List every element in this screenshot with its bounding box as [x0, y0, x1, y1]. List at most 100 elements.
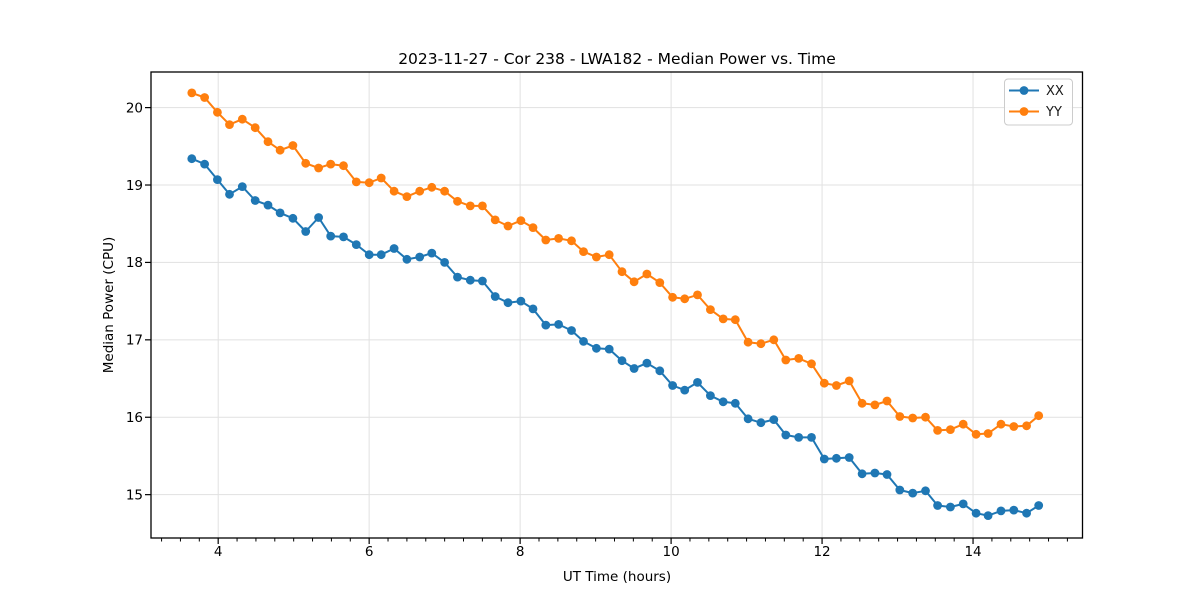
series-XX-point	[921, 486, 930, 496]
series-XX-point	[908, 488, 918, 498]
series-YY-point	[567, 236, 576, 246]
series-XX-point	[604, 344, 614, 354]
series-YY-point	[832, 381, 841, 390]
series-YY-line	[191, 91, 1040, 436]
series-YY-point	[187, 88, 197, 98]
series-YY-point	[971, 429, 981, 439]
series-XX-point	[680, 385, 690, 395]
series-YY-point	[415, 186, 425, 196]
series-XX-point	[769, 415, 779, 424]
legend-sample-marker-YY	[1019, 107, 1029, 116]
series-XX-point	[958, 499, 968, 509]
series-YY-point	[376, 173, 386, 183]
series-XX-point	[364, 250, 374, 260]
y-tick-label: 19	[126, 178, 143, 194]
series-YY-point	[275, 145, 285, 155]
series-YY-point	[921, 412, 930, 422]
series-XX-point	[718, 397, 728, 407]
series-YY-point	[617, 267, 627, 277]
series-YY-point	[706, 305, 715, 314]
series-XX-point	[453, 272, 462, 282]
series-XX-point	[490, 292, 500, 301]
x-tick-label: 14	[964, 544, 981, 560]
series-XX-point	[516, 296, 526, 306]
series-XX-point	[1009, 505, 1019, 515]
series-XX-point	[706, 391, 715, 400]
series-YY-point	[478, 201, 487, 211]
series-XX-point	[642, 358, 652, 368]
series-XX-point	[213, 175, 222, 185]
series-YY-point	[844, 376, 854, 386]
series-XX-point	[440, 258, 449, 267]
series-XX-point	[339, 232, 348, 242]
series-XX-point	[844, 453, 854, 462]
series-XX-point	[275, 208, 285, 218]
series-XX-point	[465, 275, 475, 285]
series-YY-point	[718, 314, 728, 324]
series-XX-point	[693, 378, 702, 387]
series-XX-point	[389, 244, 399, 253]
series-XX-point	[629, 364, 639, 373]
series-YY-point	[730, 315, 740, 325]
series-YY-point	[908, 413, 918, 423]
series-YY-point	[668, 292, 677, 302]
series-YY-point	[946, 425, 955, 434]
series-YY-point	[301, 158, 311, 168]
series-XX-point	[857, 469, 867, 479]
series-YY-point	[579, 247, 588, 256]
series-XX-point	[415, 252, 425, 262]
series-XX-point	[895, 485, 905, 495]
series-YY-point	[213, 107, 222, 117]
series-YY-point	[490, 215, 500, 225]
series-XX-point	[756, 418, 766, 428]
series-YY-point	[200, 93, 210, 102]
series-YY-point	[794, 354, 804, 363]
series-XX-point	[592, 343, 601, 353]
legend-sample-marker-XX	[1019, 86, 1029, 95]
series-YY-point	[958, 419, 968, 429]
series-YY-point	[541, 235, 551, 245]
series-XX-point	[263, 200, 273, 210]
series-YY-point	[857, 398, 867, 408]
series-XX-point	[617, 356, 627, 366]
series-YY-point	[465, 201, 475, 211]
series-YY-point	[642, 269, 652, 279]
y-tick-label: 15	[126, 487, 143, 503]
series-XX-point	[781, 430, 791, 440]
x-tick-label: 4	[214, 544, 223, 560]
series-XX-point	[503, 298, 513, 308]
series-YY-point	[693, 290, 702, 300]
y-tick-label: 16	[126, 410, 143, 426]
legend-label-XX: XX	[1046, 84, 1064, 99]
series-YY-point	[743, 337, 753, 347]
series-XX-point	[668, 381, 677, 390]
series-YY-point	[503, 221, 513, 231]
series-YY-point	[427, 182, 437, 192]
series-XX-point	[301, 227, 311, 236]
series-XX-point	[528, 304, 538, 314]
series-YY-point	[882, 396, 892, 406]
series-YY-point	[933, 426, 942, 435]
series-XX-point	[237, 182, 247, 192]
series-XX-point	[579, 337, 588, 346]
series-YY-point	[528, 223, 538, 233]
series-YY-point	[326, 159, 336, 169]
series-XX-point	[541, 320, 551, 330]
legend-label-YY: YY	[1045, 105, 1062, 120]
series-XX-point	[402, 254, 412, 264]
plot-border	[150, 71, 1084, 539]
series-XX-point	[554, 320, 563, 329]
series-XX-point	[819, 454, 829, 464]
series-YY-point	[781, 355, 791, 365]
series-YY-point	[870, 400, 880, 410]
series-YY-point	[895, 412, 905, 421]
series-XX-point	[478, 276, 487, 286]
series-XX-point	[187, 154, 197, 164]
series-YY-point	[237, 114, 247, 124]
series-XX-point	[567, 326, 576, 335]
series-XX-point	[971, 508, 981, 518]
series-YY-point	[680, 294, 690, 304]
series-XX-point	[1022, 508, 1031, 518]
series-XX-point	[807, 433, 816, 442]
